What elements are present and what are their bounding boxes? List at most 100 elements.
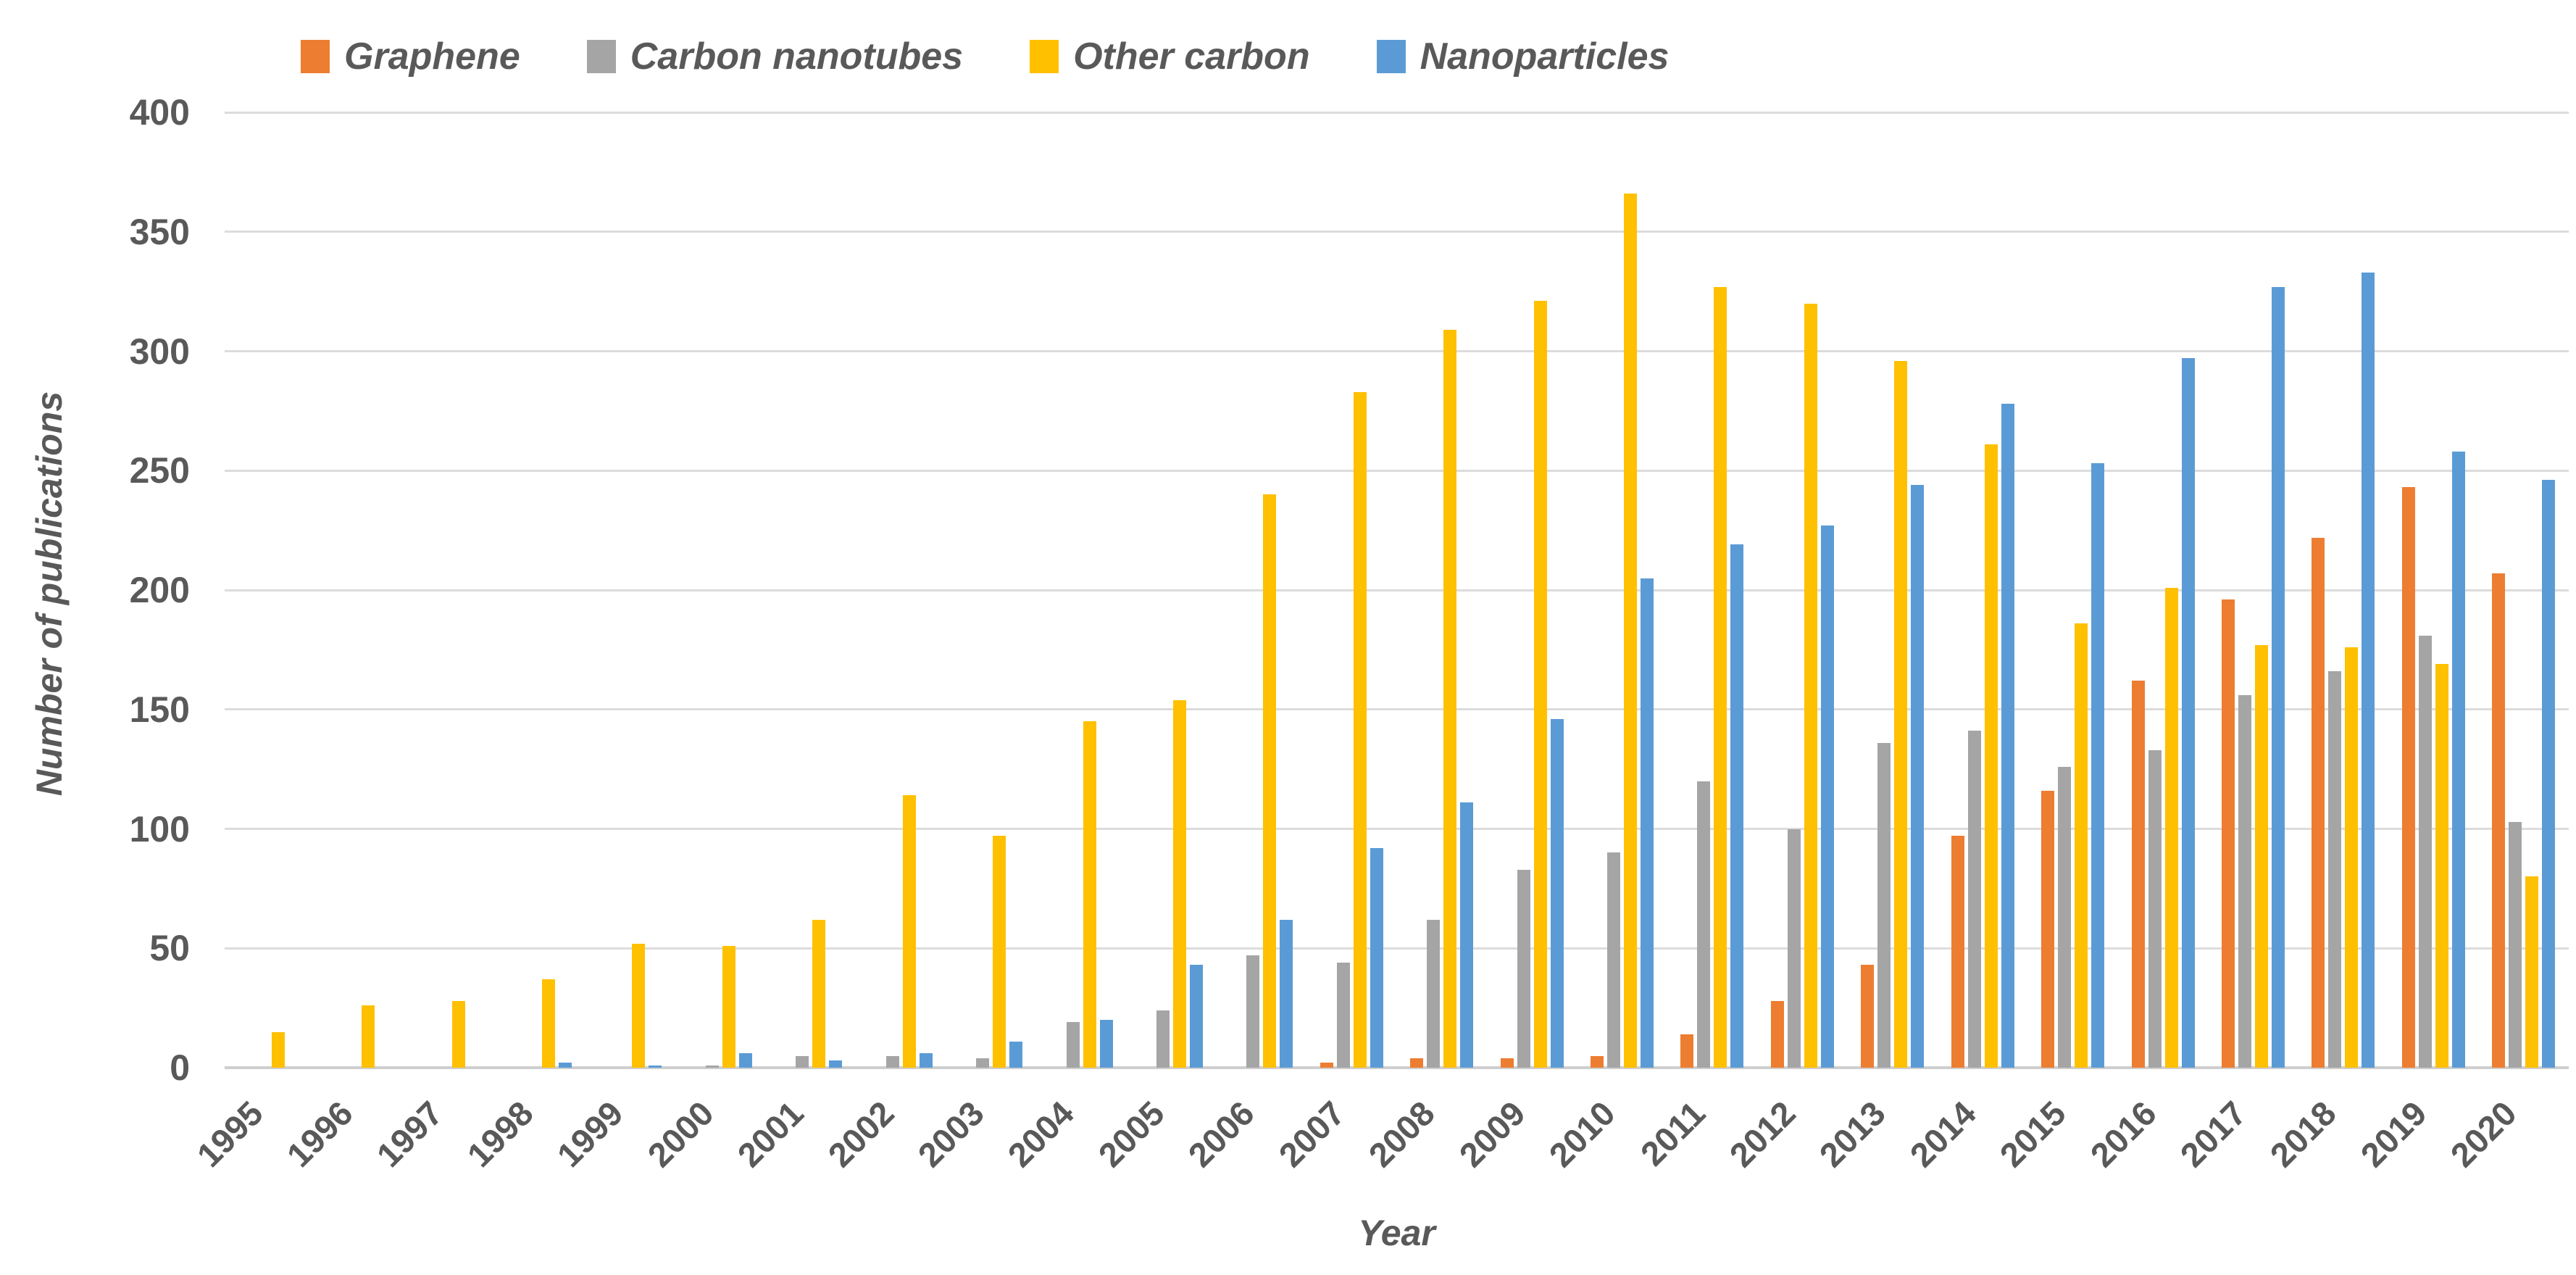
bar-2018-carbon-nanotubes — [2328, 671, 2342, 1068]
legend-item-graphene: Graphene — [301, 35, 520, 78]
legend-swatch-other-carbon — [1030, 40, 1059, 73]
bar-2012-carbon-nanotubes — [1787, 828, 1801, 1068]
bar-2007-carbon-nanotubes — [1336, 963, 1350, 1068]
x-tick-label-2013: 2013 — [1812, 1093, 1893, 1175]
x-tick-label-2002: 2002 — [820, 1093, 901, 1175]
bar-2017-nanoparticles — [2272, 286, 2285, 1068]
y-tick-label-0: 0 — [170, 1047, 190, 1088]
bar-2009-carbon-nanotubes — [1517, 869, 1530, 1068]
bar-2009-graphene — [1500, 1058, 1514, 1068]
y-tick-label-50: 50 — [149, 928, 190, 969]
bar-2019-other-carbon — [2435, 664, 2448, 1068]
bar-1999-other-carbon — [632, 943, 646, 1068]
bar-2007-nanoparticles — [1370, 847, 1383, 1068]
bar-2003-other-carbon — [993, 836, 1006, 1068]
x-tick-label-2008: 2008 — [1361, 1093, 1442, 1175]
x-tick-label-2018: 2018 — [2262, 1093, 2344, 1175]
bar-1997-other-carbon — [451, 1000, 465, 1068]
bar-2011-graphene — [1680, 1034, 1694, 1068]
bar-2014-carbon-nanotubes — [1967, 731, 1981, 1068]
bar-2014-other-carbon — [1984, 444, 1998, 1068]
bar-2017-carbon-nanotubes — [2238, 694, 2252, 1068]
bar-2004-other-carbon — [1083, 721, 1096, 1068]
y-tick-label-250: 250 — [129, 450, 190, 491]
bar-2005-nanoparticles — [1189, 965, 1203, 1068]
x-tick-label-2001: 2001 — [730, 1093, 811, 1175]
bar-2018-nanoparticles — [2362, 272, 2375, 1068]
x-tick-label-2004: 2004 — [1000, 1093, 1082, 1175]
bar-2003-carbon-nanotubes — [976, 1058, 990, 1068]
bar-2004-nanoparticles — [1099, 1020, 1113, 1068]
bar-2007-other-carbon — [1353, 391, 1367, 1068]
x-tick-label-2020: 2020 — [2443, 1093, 2524, 1175]
bar-2012-other-carbon — [1804, 303, 1817, 1068]
bar-2020-carbon-nanotubes — [2509, 821, 2522, 1068]
bar-2008-nanoparticles — [1460, 802, 1474, 1068]
bar-2020-graphene — [2492, 573, 2506, 1068]
x-tick-label-2007: 2007 — [1271, 1093, 1352, 1175]
legend-swatch-nanoparticles — [1376, 40, 1406, 73]
plot-area — [225, 111, 2569, 1069]
bar-2020-nanoparticles — [2542, 480, 2556, 1068]
bar-2004-carbon-nanotubes — [1066, 1022, 1080, 1068]
legend-item-carbon-nanotubes: Carbon nanotubes — [586, 35, 964, 78]
legend-swatch-carbon-nanotubes — [586, 40, 616, 73]
bar-2001-other-carbon — [812, 919, 826, 1068]
bar-2000-nanoparticles — [738, 1053, 752, 1068]
legend-label-carbon-nanotubes: Carbon nanotubes — [630, 36, 964, 78]
bar-2007-graphene — [1320, 1063, 1333, 1068]
bar-2011-nanoparticles — [1730, 544, 1744, 1068]
bar-2015-other-carbon — [2075, 623, 2088, 1068]
bar-2010-carbon-nanotubes — [1607, 852, 1621, 1068]
bar-2013-other-carbon — [1894, 360, 1908, 1068]
bar-2016-other-carbon — [2164, 587, 2178, 1068]
bar-2012-graphene — [1770, 1000, 1784, 1068]
bar-2006-nanoparticles — [1280, 919, 1293, 1068]
x-tick-label-2019: 2019 — [2353, 1093, 2434, 1175]
x-tick-label-2012: 2012 — [1722, 1093, 1803, 1175]
bar-2006-other-carbon — [1263, 494, 1277, 1068]
bar-2017-graphene — [2222, 599, 2235, 1068]
gridline-250 — [225, 469, 2569, 472]
bar-2001-carbon-nanotubes — [796, 1055, 809, 1068]
bar-2009-nanoparticles — [1550, 718, 1564, 1068]
y-tick-label-400: 400 — [129, 92, 190, 133]
bar-2017-other-carbon — [2255, 644, 2269, 1068]
bar-2014-graphene — [1951, 836, 1964, 1068]
bar-2015-graphene — [2041, 790, 2055, 1068]
x-tick-label-2005: 2005 — [1091, 1093, 1172, 1175]
x-tick-label-1995: 1995 — [188, 1093, 270, 1175]
bar-2003-nanoparticles — [1009, 1041, 1023, 1068]
x-tick-label-2010: 2010 — [1541, 1093, 1622, 1175]
legend-item-other-carbon: Other carbon — [1030, 35, 1310, 78]
bar-2019-carbon-nanotubes — [2418, 635, 2432, 1068]
y-tick-label-100: 100 — [129, 808, 190, 850]
legend-label-nanoparticles: Nanoparticles — [1420, 36, 1670, 78]
x-tick-label-2006: 2006 — [1180, 1093, 1262, 1175]
bar-1998-nanoparticles — [558, 1063, 572, 1068]
bar-2005-other-carbon — [1172, 699, 1186, 1068]
bar-2013-carbon-nanotubes — [1877, 742, 1891, 1068]
bar-2008-graphene — [1410, 1058, 1424, 1068]
bar-2010-other-carbon — [1624, 194, 1638, 1068]
bar-2008-other-carbon — [1443, 329, 1457, 1068]
x-tick-label-2016: 2016 — [2082, 1093, 2164, 1175]
legend-item-nanoparticles: Nanoparticles — [1376, 35, 1670, 78]
legend: Graphene Carbon nanotubes Other carbon N… — [301, 35, 1669, 78]
bar-2019-graphene — [2401, 487, 2415, 1068]
x-tick-label-2009: 2009 — [1451, 1093, 1533, 1175]
bar-2013-nanoparticles — [1911, 485, 1925, 1068]
bar-1999-nanoparticles — [649, 1065, 662, 1068]
bar-2016-carbon-nanotubes — [2148, 749, 2162, 1068]
bar-2011-other-carbon — [1714, 286, 1727, 1068]
bar-2020-other-carbon — [2525, 876, 2539, 1068]
x-axis-baseline — [225, 1066, 2569, 1069]
gridline-50 — [225, 947, 2569, 950]
legend-swatch-graphene — [301, 40, 330, 73]
y-tick-label-350: 350 — [129, 211, 190, 252]
x-axis-title: Year — [1358, 1213, 1435, 1253]
x-tick-label-1996: 1996 — [279, 1093, 360, 1175]
x-tick-label-1998: 1998 — [459, 1093, 541, 1175]
bar-2000-other-carbon — [722, 945, 735, 1068]
